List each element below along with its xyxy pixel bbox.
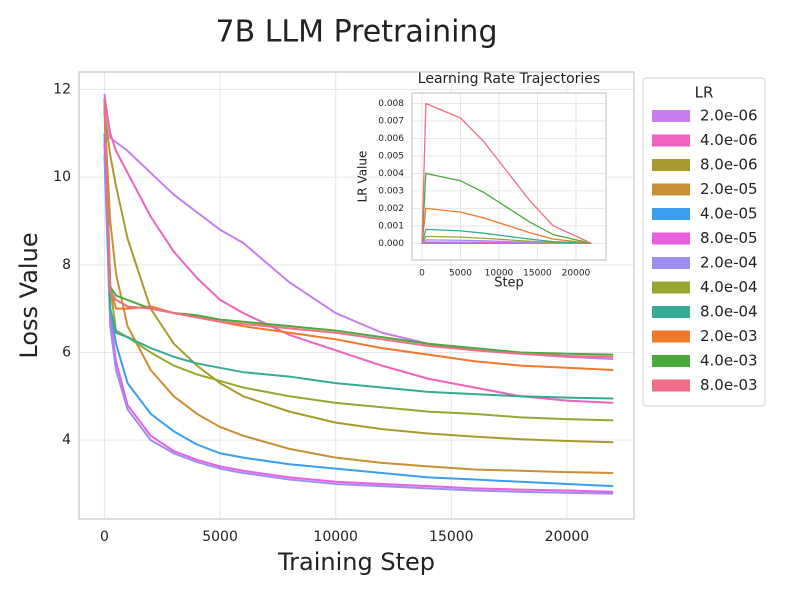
series-line: [421, 228, 592, 245]
legend-swatch: [652, 281, 690, 294]
series-line: [103, 142, 614, 493]
x-axis-label: Training Step: [277, 548, 435, 576]
y-tick-label: 0.001: [378, 221, 404, 231]
legend-swatch: [652, 306, 690, 318]
x-axis-label: Step: [494, 276, 524, 291]
legend-swatch: [652, 355, 690, 367]
series-line: [421, 102, 592, 244]
y-tick-label: 10: [53, 169, 71, 185]
legend-swatch: [652, 110, 690, 122]
x-tick-label: 15000: [523, 269, 552, 279]
x-tick-label: 15000: [429, 529, 474, 545]
legend-label: 4.0e-06: [700, 131, 758, 149]
x-tick-label: 10000: [313, 529, 358, 545]
y-tick-label: 0.005: [378, 151, 404, 161]
legend-swatch: [652, 379, 690, 392]
legend-swatch: [652, 208, 690, 220]
legend-swatch: [652, 134, 690, 147]
legend-label: 8.0e-03: [700, 376, 758, 394]
y-tick-label: 0.004: [378, 169, 404, 179]
legend-swatch: [652, 232, 690, 245]
series-line: [103, 98, 614, 356]
legend-swatch: [652, 257, 690, 269]
y-tick-label: 12: [53, 82, 71, 98]
y-tick-label: 0.003: [378, 186, 404, 196]
y-tick-label: 0.006: [378, 134, 404, 144]
series-line: [421, 172, 592, 245]
y-tick-label: 0.007: [378, 116, 404, 126]
legend-swatch: [652, 183, 690, 196]
series-line: [103, 98, 614, 371]
series-line: [421, 207, 592, 245]
y-axis-label: LR Value: [356, 151, 370, 203]
legend-label: 4.0e-04: [700, 278, 758, 296]
y-tick-label: 6: [62, 344, 71, 360]
legend-label: 8.0e-06: [700, 156, 758, 174]
x-tick-label: 5000: [202, 529, 238, 545]
series-line: [103, 111, 614, 444]
y-tick-label: 4: [62, 432, 71, 448]
series-line: [421, 235, 592, 245]
y-tick-label: 0.008: [378, 99, 404, 109]
legend-label: 8.0e-05: [700, 229, 758, 247]
series-line: [103, 98, 614, 358]
legend-label: 8.0e-04: [700, 303, 758, 321]
x-tick-label: 0: [100, 529, 109, 545]
legend-label: 2.0e-04: [700, 254, 758, 272]
legend-swatch: [652, 159, 690, 171]
chart-title: 7B LLM Pretraining: [216, 15, 498, 50]
y-tick-label: 0.002: [378, 204, 404, 214]
x-tick-label: 10000: [485, 269, 514, 279]
legend-label: 4.0e-03: [700, 352, 758, 370]
x-tick-label: 0: [419, 269, 425, 279]
x-tick-label: 5000: [449, 269, 472, 279]
legend-label: 2.0e-05: [700, 180, 758, 198]
y-axis-label: Loss Value: [15, 232, 43, 358]
chart-title: Learning Rate Trajectories: [418, 71, 600, 87]
series-line: [103, 98, 614, 400]
x-tick-label: 20000: [545, 529, 590, 545]
legend-swatch: [652, 330, 690, 343]
legend-label: 2.0e-06: [700, 107, 758, 125]
y-tick-label: 0.000: [378, 239, 404, 249]
x-tick-label: 20000: [562, 269, 591, 279]
legend-title: LR: [695, 84, 714, 102]
series-line: [103, 98, 614, 404]
series-line: [103, 155, 614, 495]
legend-label: 4.0e-05: [700, 205, 758, 223]
legend-label: 2.0e-03: [700, 327, 758, 345]
plot-frame: [411, 92, 607, 261]
series-line: [103, 133, 614, 488]
plot-frame: [78, 71, 635, 520]
y-tick-label: 8: [62, 257, 71, 273]
